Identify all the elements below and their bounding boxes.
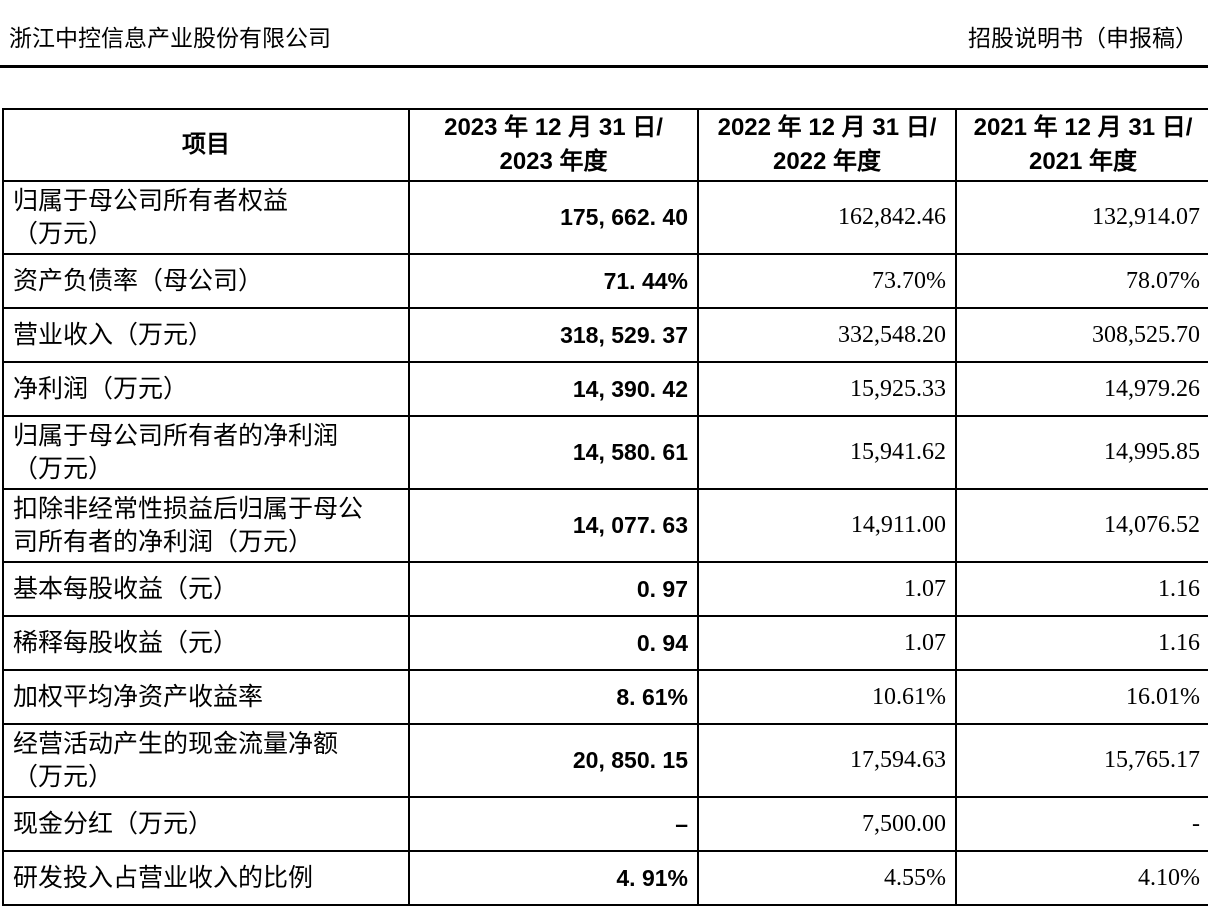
value-2021: 1.16 [955,615,1208,671]
financial-table: 项目 2023 年 12 月 31 日/ 2023 年度 2022 年 12 月 3… [2,108,1208,906]
value-2023: 0. 97 [408,561,699,617]
row-label: 研发投入占营业收入的比例 [2,850,410,906]
value-2023: 175, 662. 40 [408,180,699,255]
value-2023: 14, 077. 63 [408,488,699,563]
row-label: 稀释每股收益（元） [2,615,410,671]
value-2022: 1.07 [697,561,957,617]
value-2023: 0. 94 [408,615,699,671]
value-2021: - [955,796,1208,852]
value-2023: – [408,796,699,852]
row-label: 加权平均净资产收益率 [2,669,410,725]
value-2022: 17,594.63 [697,723,957,798]
document-header: 浙江中控信息产业股份有限公司 招股说明书（申报稿） [0,0,1208,53]
value-2022: 162,842.46 [697,180,957,255]
row-label: 净利润（万元） [2,361,410,417]
table-row: 扣除非经常性损益后归属于母公 司所有者的净利润（万元） 14, 077. 63 14… [2,488,1208,563]
column-header-0: 项目 [2,108,410,182]
column-header-1: 2023 年 12 月 31 日/ 2023 年度 [408,108,699,182]
value-2022: 1.07 [697,615,957,671]
row-label: 经营活动产生的现金流量净额 （万元） [2,723,410,798]
value-2023: 4. 91% [408,850,699,906]
value-2022: 10.61% [697,669,957,725]
row-label: 归属于母公司所有者权益 （万元） [2,180,410,255]
table-row: 研发投入占营业收入的比例 4. 91% 4.55% 4.10% [2,850,1208,906]
table-row: 归属于母公司所有者的净利润 （万元） 14, 580. 61 15,941.62 14… [2,415,1208,490]
table-header-row: 项目 2023 年 12 月 31 日/ 2023 年度 2022 年 12 月 3… [2,108,1208,182]
company-name: 浙江中控信息产业股份有限公司 [9,26,331,51]
table-row: 基本每股收益（元） 0. 97 1.07 1.16 [2,561,1208,617]
table-row: 归属于母公司所有者权益 （万元） 175, 662. 40 162,842.46 13… [2,180,1208,255]
table-row: 资产负债率（母公司） 71. 44% 73.70% 78.07% [2,253,1208,309]
row-label: 现金分红（万元） [2,796,410,852]
value-2021: 1.16 [955,561,1208,617]
row-label: 资产负债率（母公司） [2,253,410,309]
value-2021: 4.10% [955,850,1208,906]
value-2022: 332,548.20 [697,307,957,363]
value-2022: 14,911.00 [697,488,957,563]
table-body: 归属于母公司所有者权益 （万元） 175, 662. 40 162,842.46 13… [2,180,1208,906]
column-header-3: 2021 年 12 月 31 日/ 2021 年度 [955,108,1208,182]
table-header: 项目 2023 年 12 月 31 日/ 2023 年度 2022 年 12 月 3… [2,108,1208,182]
value-2023: 318, 529. 37 [408,307,699,363]
doc-title: 招股说明书（申报稿） [968,26,1198,51]
row-label: 扣除非经常性损益后归属于母公 司所有者的净利润（万元） [2,488,410,563]
value-2022: 15,925.33 [697,361,957,417]
table-row: 稀释每股收益（元） 0. 94 1.07 1.16 [2,615,1208,671]
value-2021: 78.07% [955,253,1208,309]
row-label: 基本每股收益（元） [2,561,410,617]
value-2022: 7,500.00 [697,796,957,852]
value-2023: 14, 390. 42 [408,361,699,417]
value-2021: 308,525.70 [955,307,1208,363]
value-2021: 14,995.85 [955,415,1208,490]
table-row: 净利润（万元） 14, 390. 42 15,925.33 14,979.26 [2,361,1208,417]
column-header-2: 2022 年 12 月 31 日/ 2022 年度 [697,108,957,182]
value-2021: 132,914.07 [955,180,1208,255]
table-row: 加权平均净资产收益率 8. 61% 10.61% 16.01% [2,669,1208,725]
value-2021: 15,765.17 [955,723,1208,798]
value-2021: 14,076.52 [955,488,1208,563]
value-2022: 15,941.62 [697,415,957,490]
row-label: 营业收入（万元） [2,307,410,363]
value-2023: 8. 61% [408,669,699,725]
value-2022: 4.55% [697,850,957,906]
value-2023: 20, 850. 15 [408,723,699,798]
table-row: 营业收入（万元） 318, 529. 37 332,548.20 308,525.70 [2,307,1208,363]
value-2022: 73.70% [697,253,957,309]
row-label: 归属于母公司所有者的净利润 （万元） [2,415,410,490]
header-divider [0,65,1208,68]
value-2023: 14, 580. 61 [408,415,699,490]
value-2021: 16.01% [955,669,1208,725]
table-row: 现金分红（万元） –7,500.00- [2,796,1208,852]
table-row: 经营活动产生的现金流量净额 （万元） 20, 850. 15 17,594.63 15… [2,723,1208,798]
value-2021: 14,979.26 [955,361,1208,417]
value-2023: 71. 44% [408,253,699,309]
